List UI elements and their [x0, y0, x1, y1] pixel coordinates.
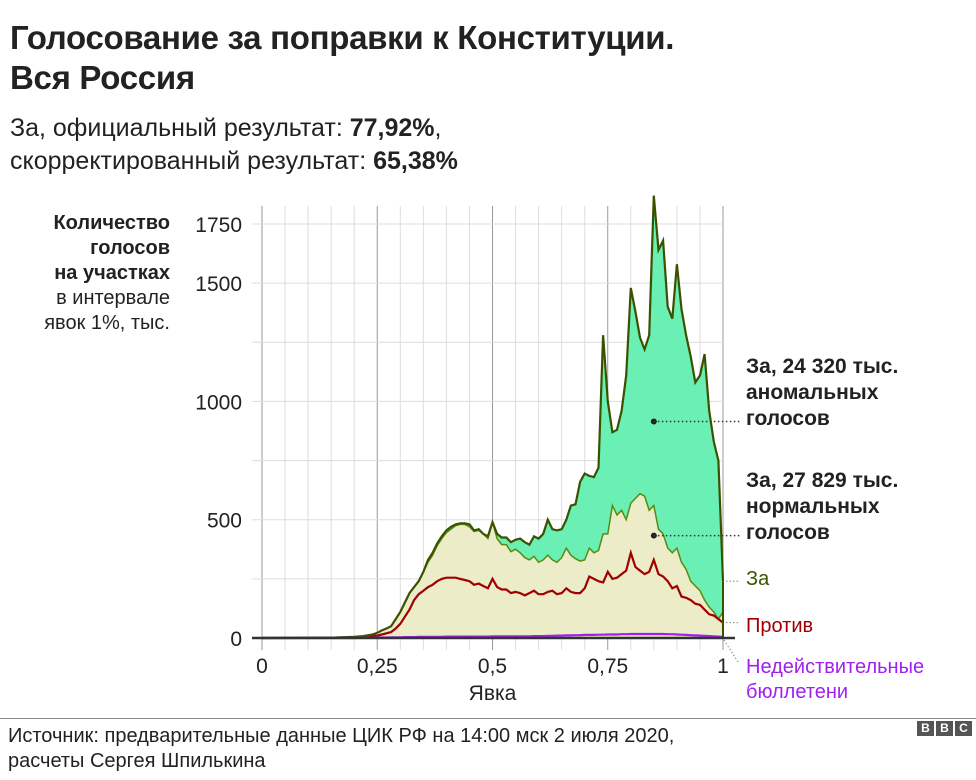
- normal-line-1: За, 27 829 тыс.: [746, 469, 899, 492]
- official-result-value: 77,92%: [349, 114, 435, 142]
- source-line-1: Источник: предварительные данные ЦИК РФ …: [8, 725, 675, 747]
- source-note: Источник: предварительные данные ЦИК РФ …: [8, 724, 674, 774]
- anomalous-line-2: аномальных: [746, 381, 879, 404]
- y-label-line-3: на участках: [54, 262, 170, 284]
- chart-title: Голосование за поправки к Конституции. В…: [10, 18, 674, 98]
- legend-invalid: Недействительные бюллетени: [746, 655, 924, 705]
- y-tick-label: 1750: [195, 214, 242, 237]
- legend-za: За: [746, 568, 770, 590]
- legend-invalid-line-1: Недействительные: [746, 656, 925, 678]
- x-tick-label: 0,75: [587, 655, 628, 678]
- bbc-logo: B B C: [917, 721, 972, 736]
- y-tick-label: 1000: [195, 391, 242, 414]
- normal-line-2: нормальных: [746, 495, 880, 518]
- legend-invalid-line-2: бюллетени: [746, 681, 849, 703]
- corrected-result: скорректированный результат: 65,38%: [10, 147, 458, 175]
- chart-plot: 0 500 1000 1500 1750 0 0,25 0,5 0,75 1 Явка: [195, 195, 740, 705]
- footer-divider: [0, 718, 976, 719]
- legend-protiv: Против: [746, 615, 814, 637]
- source-line-2: расчеты Сергея Шпилькина: [8, 750, 266, 772]
- y-tick-label: 500: [207, 510, 242, 533]
- chart-subtitle: За, официальный результат: 77,92%, скорр…: [10, 112, 458, 178]
- y-label-line-2: голосов: [90, 237, 170, 259]
- axes: 0 500 1000 1500 1750 0 0,25 0,5 0,75 1 Явка: [195, 214, 735, 705]
- title-line-2: Вся Россия: [10, 59, 195, 96]
- x-tick-label: 0,25: [357, 655, 398, 678]
- annotation-leaders: [650, 418, 740, 663]
- bbc-logo-letter: C: [955, 721, 972, 736]
- anomalous-line-1: За, 24 320 тыс.: [746, 355, 899, 378]
- data-areas: [262, 195, 723, 638]
- anomalous-votes-annotation: За, 24 320 тыс. аномальных голосов: [746, 354, 898, 432]
- bbc-logo-letter: B: [917, 721, 934, 736]
- y-tick-label: 1500: [195, 273, 242, 296]
- official-result: За, официальный результат: 77,92%,: [10, 114, 442, 142]
- x-axis-title: Явка: [469, 682, 517, 705]
- x-tick-label: 0,5: [478, 655, 507, 678]
- bbc-logo-letter: B: [936, 721, 953, 736]
- title-line-1: Голосование за поправки к Конституции.: [10, 19, 675, 56]
- y-tick-label: 0: [230, 628, 242, 651]
- y-label-line-4: в интервале: [56, 287, 170, 309]
- corrected-result-value: 65,38%: [373, 147, 458, 175]
- y-axis-label: Количество голосов на участках в интерва…: [0, 211, 170, 336]
- x-tick-label: 0: [256, 655, 268, 678]
- y-label-line-1: Количество: [53, 212, 170, 234]
- anomalous-line-3: голосов: [746, 407, 830, 430]
- normal-line-3: голосов: [746, 521, 830, 544]
- x-tick-label: 1: [717, 655, 729, 678]
- normal-votes-annotation: За, 27 829 тыс. нормальных голосов: [746, 468, 898, 546]
- y-label-line-5: явок 1%, тыс.: [44, 312, 170, 334]
